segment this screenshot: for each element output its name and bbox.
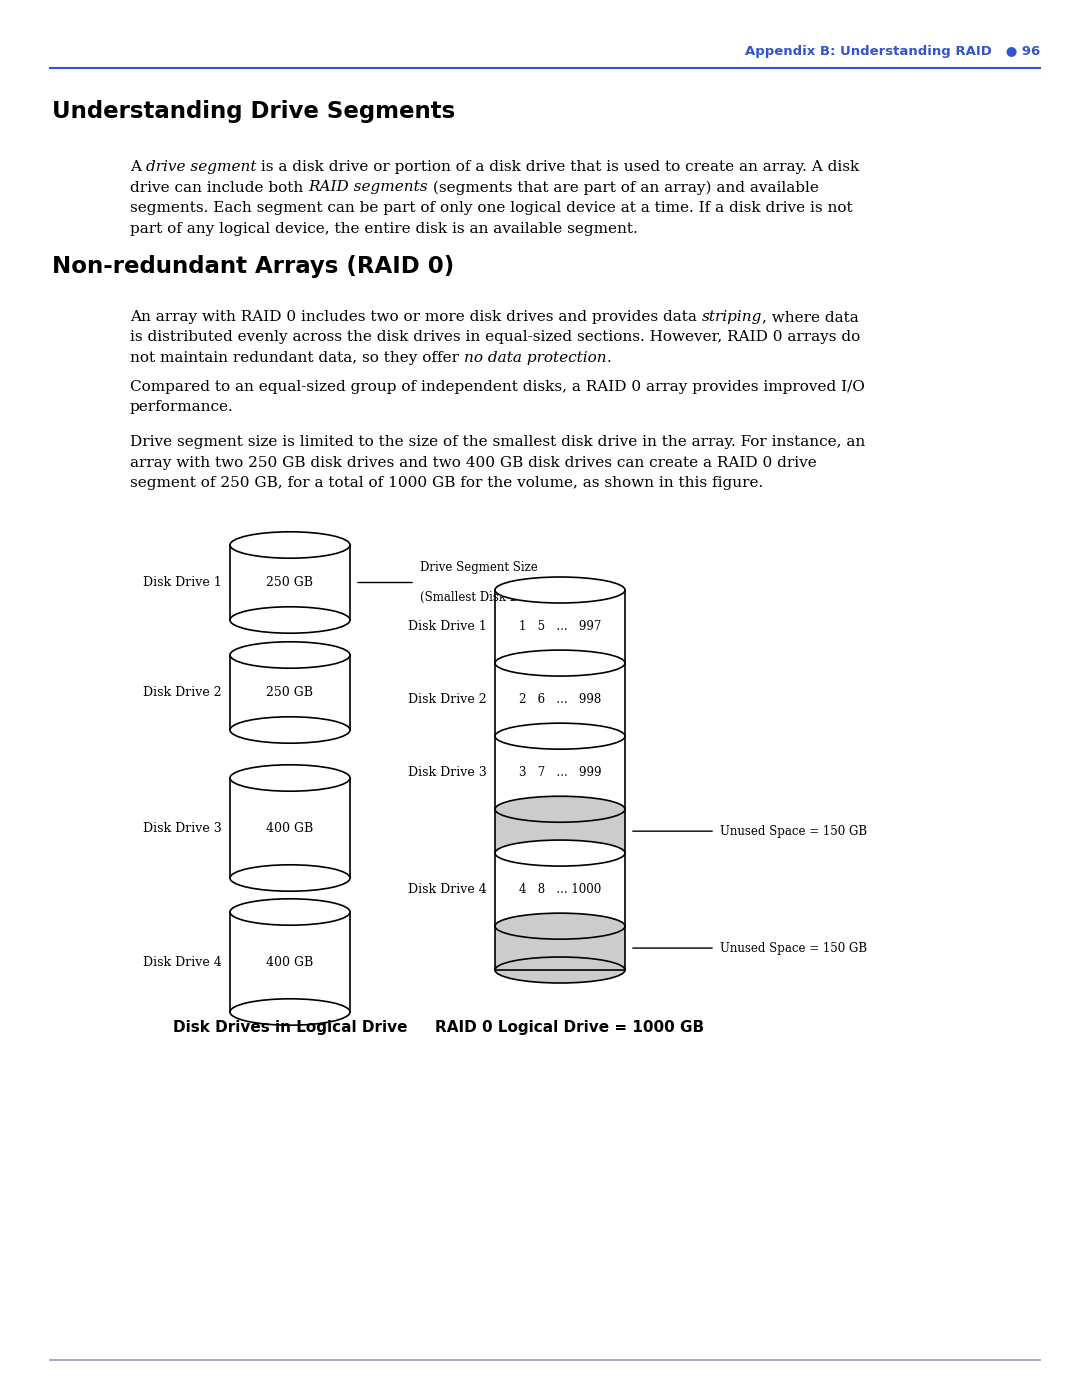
Bar <box>230 778 350 877</box>
Text: Disk Drive 1: Disk Drive 1 <box>144 576 222 590</box>
Ellipse shape <box>230 532 350 559</box>
Text: 1   5   ...   997: 1 5 ... 997 <box>518 620 602 633</box>
Bar <box>230 655 350 731</box>
Text: .: . <box>607 351 611 365</box>
Ellipse shape <box>230 999 350 1025</box>
Text: Disk Drive 2: Disk Drive 2 <box>144 686 222 698</box>
Text: Disk Drive 4: Disk Drive 4 <box>144 956 222 968</box>
Text: Disk Drive 2: Disk Drive 2 <box>408 693 487 705</box>
Text: 250 GB: 250 GB <box>267 686 313 698</box>
Text: is distributed evenly across the disk drives in equal-sized sections. However, R: is distributed evenly across the disk dr… <box>130 331 861 345</box>
Bar <box>495 926 625 970</box>
Text: segments. Each segment can be part of only one logical device at a time. If a di: segments. Each segment can be part of on… <box>130 201 852 215</box>
Text: drive segment: drive segment <box>146 161 256 175</box>
Text: performance.: performance. <box>130 401 233 415</box>
Bar <box>495 590 625 970</box>
Text: An array with RAID 0 includes two or more disk drives and provides data: An array with RAID 0 includes two or mor… <box>130 310 702 324</box>
Ellipse shape <box>495 914 625 939</box>
Text: striping: striping <box>702 310 762 324</box>
Ellipse shape <box>495 840 625 866</box>
Text: Understanding Drive Segments: Understanding Drive Segments <box>52 101 456 123</box>
Text: (segments that are part of an array) and available: (segments that are part of an array) and… <box>428 180 819 196</box>
Ellipse shape <box>230 865 350 891</box>
Ellipse shape <box>230 606 350 633</box>
Text: Non-redundant Arrays (RAID 0): Non-redundant Arrays (RAID 0) <box>52 256 455 278</box>
Bar <box>495 590 625 664</box>
Text: 400 GB: 400 GB <box>267 821 313 834</box>
Bar <box>495 736 625 809</box>
Text: Unused Space = 150 GB: Unused Space = 150 GB <box>720 942 867 954</box>
Text: Disk Drive 4: Disk Drive 4 <box>408 883 487 895</box>
Ellipse shape <box>495 957 625 983</box>
Ellipse shape <box>495 650 625 676</box>
Text: Unused Space = 150 GB: Unused Space = 150 GB <box>720 824 867 838</box>
Ellipse shape <box>495 796 625 823</box>
Text: RAID segments: RAID segments <box>308 180 428 194</box>
Ellipse shape <box>495 724 625 749</box>
Text: A: A <box>130 161 146 175</box>
Text: 250 GB: 250 GB <box>267 576 313 590</box>
Text: part of any logical device, the entire disk is an available segment.: part of any logical device, the entire d… <box>130 222 638 236</box>
Text: Drive segment size is limited to the size of the smallest disk drive in the arra: Drive segment size is limited to the siz… <box>130 434 865 448</box>
Text: is a disk drive or portion of a disk drive that is used to create an array. A di: is a disk drive or portion of a disk dri… <box>256 161 860 175</box>
Text: 2   6   ...   998: 2 6 ... 998 <box>518 693 602 705</box>
Ellipse shape <box>230 764 350 791</box>
Bar <box>495 809 625 854</box>
Bar <box>230 912 350 1011</box>
Text: array with two 250 GB disk drives and two 400 GB disk drives can create a RAID 0: array with two 250 GB disk drives and tw… <box>130 455 816 469</box>
Text: Appendix B: Understanding RAID   ● 96: Appendix B: Understanding RAID ● 96 <box>745 46 1040 59</box>
Text: Disk Drives in Logical Drive: Disk Drives in Logical Drive <box>173 1020 407 1035</box>
Text: 3   7   ...   999: 3 7 ... 999 <box>518 766 602 780</box>
Text: Compared to an equal-sized group of independent disks, a RAID 0 array provides i: Compared to an equal-sized group of inde… <box>130 380 865 394</box>
Ellipse shape <box>230 717 350 743</box>
Ellipse shape <box>230 641 350 668</box>
Text: no data protection: no data protection <box>464 351 607 365</box>
Text: 4   8   ... 1000: 4 8 ... 1000 <box>518 883 602 895</box>
Text: Disk Drive 3: Disk Drive 3 <box>144 821 222 834</box>
Text: segment of 250 GB, for a total of 1000 GB for the volume, as shown in this figur: segment of 250 GB, for a total of 1000 G… <box>130 476 764 490</box>
Ellipse shape <box>495 577 625 604</box>
Text: not maintain redundant data, so they offer: not maintain redundant data, so they off… <box>130 351 464 365</box>
Text: , where data: , where data <box>762 310 859 324</box>
Text: Disk Drive 1: Disk Drive 1 <box>408 620 487 633</box>
Text: (Smallest Disk Drive): (Smallest Disk Drive) <box>420 591 546 604</box>
Bar <box>495 664 625 736</box>
Bar <box>230 545 350 620</box>
Text: RAID 0 Logical Drive = 1000 GB: RAID 0 Logical Drive = 1000 GB <box>435 1020 704 1035</box>
Text: 400 GB: 400 GB <box>267 956 313 968</box>
Ellipse shape <box>230 898 350 925</box>
Bar <box>495 854 625 926</box>
Text: Disk Drive 3: Disk Drive 3 <box>408 766 487 780</box>
Text: drive can include both: drive can include both <box>130 180 308 194</box>
Text: Drive Segment Size: Drive Segment Size <box>420 562 538 574</box>
